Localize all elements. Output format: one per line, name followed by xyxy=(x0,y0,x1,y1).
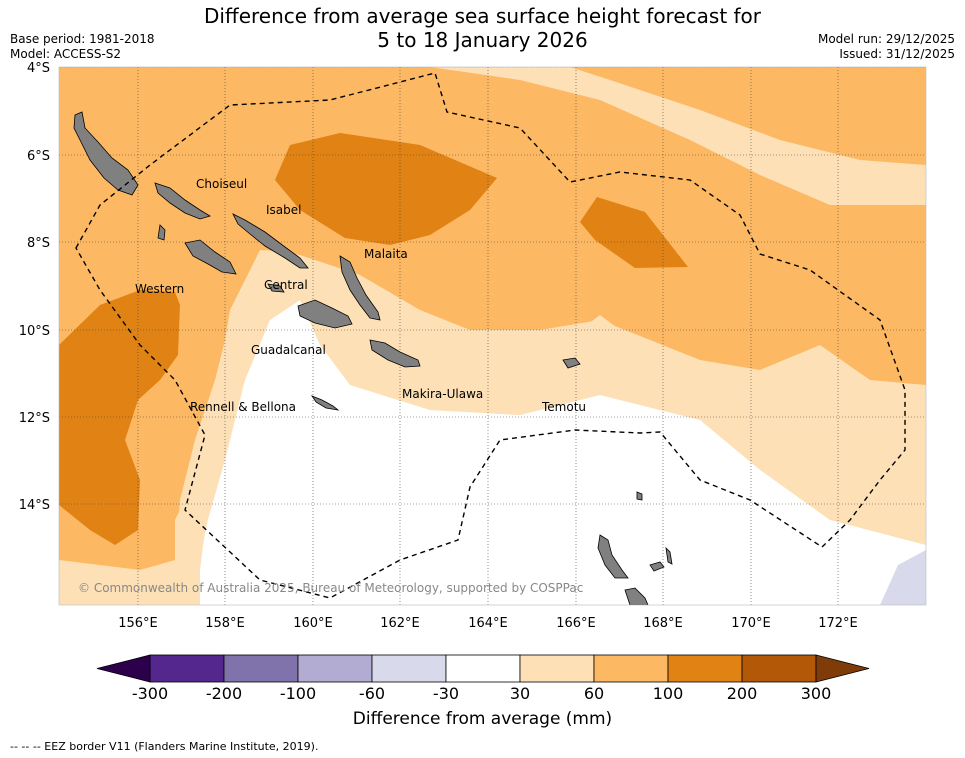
colorbar-segment-8 xyxy=(741,654,817,683)
island-rennell xyxy=(310,395,340,411)
colorbar-ticks: -300 -200 -100 -60 -30 30 60 100 200 300 xyxy=(132,684,831,703)
colorbar-segment-5 xyxy=(519,654,595,683)
field-30-60-central xyxy=(300,280,926,445)
lon-label-164e: 164°E xyxy=(468,616,508,631)
colorbar-tick-label: -200 xyxy=(206,684,242,703)
colorbar-segment-1 xyxy=(223,654,299,683)
region-label-isabel: Isabel xyxy=(266,203,301,217)
region-label-central: Central xyxy=(264,278,308,292)
colorbar-tick-label: 300 xyxy=(801,684,832,703)
island-banks xyxy=(636,491,643,501)
issued-date: Issued: 31/12/2025 xyxy=(839,47,955,61)
lon-label-160e: 160°E xyxy=(293,616,333,631)
graticule xyxy=(59,67,926,605)
region-label-temotu: Temotu xyxy=(541,400,586,414)
island-vella xyxy=(157,224,166,241)
island-bougainville xyxy=(73,111,139,196)
colorbar-segment-6 xyxy=(593,654,669,683)
island-espiritusanto xyxy=(597,534,629,579)
title-line-1: Difference from average sea surface heig… xyxy=(203,4,762,28)
region-label-guadalcanal: Guadalcanal xyxy=(251,343,326,357)
colorbar-tick-label: -100 xyxy=(280,684,316,703)
lat-label-10s: 10°S xyxy=(19,324,50,339)
meta-right: Model run: 29/12/2025 Issued: 31/12/2025 xyxy=(818,32,955,62)
field-60-100-west xyxy=(59,67,926,570)
island-newgeorgia xyxy=(184,239,237,275)
lon-label-170e: 170°E xyxy=(731,616,771,631)
region-label-makira-ulawa: Makira-Ulawa xyxy=(402,387,483,401)
region-label-malaita: Malaita xyxy=(364,247,408,261)
lon-label-172e: 172°E xyxy=(818,616,858,631)
colorbar-segment-0 xyxy=(149,654,225,683)
model-run: Model run: 29/12/2025 xyxy=(817,32,955,46)
island-guadalcanal xyxy=(297,299,353,329)
lon-label-162e: 162°E xyxy=(380,616,420,631)
colorbar-segments xyxy=(149,654,817,683)
colorbar-tick-label: 100 xyxy=(653,684,684,703)
field-30-60-west xyxy=(175,250,330,570)
lat-label-6s: 6°S xyxy=(27,149,50,164)
colorbar: -300 -200 -100 -60 -30 30 60 100 200 300 xyxy=(96,654,870,703)
colorbar-over-arrow xyxy=(815,654,870,683)
colorbar-title: Difference from average (mm) xyxy=(352,709,613,729)
colorbar-tick-label: -300 xyxy=(132,684,168,703)
region-label-rennell-bellona: Rennell & Bellona xyxy=(190,400,296,414)
field-negative-se xyxy=(880,550,926,605)
field-neutral-south xyxy=(200,300,926,605)
lat-label-8s: 8°S xyxy=(27,236,50,251)
meta-left: Base period: 1981-2018 Model: ACCESS-S2 xyxy=(10,32,155,62)
lon-label-158e: 158°E xyxy=(205,616,245,631)
eez-border xyxy=(75,72,906,599)
lat-label-12s: 12°S xyxy=(19,411,50,426)
eez-legend-note: -- -- -- EEZ border V11 (Flanders Marine… xyxy=(10,740,319,753)
colorbar-under-arrow xyxy=(96,654,151,683)
island-malakula xyxy=(624,587,649,605)
title-line-2: 5 to 18 January 2026 xyxy=(377,28,588,52)
island-florida xyxy=(267,283,285,293)
lon-label-156e: 156°E xyxy=(118,616,158,631)
lat-label-14s: 14°S xyxy=(19,498,50,513)
colorbar-segment-4 xyxy=(445,654,521,683)
colorbar-tick-label: 30 xyxy=(510,684,530,703)
island-makira xyxy=(369,339,421,368)
lat-label-4s: 4°S xyxy=(27,61,50,76)
colorbar-segment-2 xyxy=(297,654,373,683)
island-malaita xyxy=(339,255,381,321)
copyright-notice: © Commonwealth of Australia 2025, Bureau… xyxy=(78,581,583,595)
island-pentecost xyxy=(665,546,673,565)
field-100-200-north xyxy=(275,133,497,245)
islands xyxy=(73,111,673,605)
chart-title: Difference from average sea surface heig… xyxy=(0,4,965,52)
model-name: Model: ACCESS-S2 xyxy=(10,47,122,61)
base-period: Base period: 1981-2018 xyxy=(10,32,155,46)
map-frame xyxy=(58,66,927,606)
colorbar-segment-7 xyxy=(667,654,743,683)
island-choiseul xyxy=(154,182,211,220)
lon-label-168e: 168°E xyxy=(643,616,683,631)
island-santacruz xyxy=(562,357,581,369)
region-label-western: Western xyxy=(135,282,184,296)
colorbar-tick-label: 60 xyxy=(584,684,604,703)
island-ambae xyxy=(649,561,665,572)
lon-label-166e: 166°E xyxy=(556,616,596,631)
field-100-200-west xyxy=(59,290,180,545)
colorbar-tick-label: 200 xyxy=(727,684,758,703)
colorbar-tick-label: -30 xyxy=(433,684,459,703)
map: 4°S 6°S 8°S 10°S 12°S 14°S 156°E 158°E 1… xyxy=(19,61,927,631)
field-100-200-east xyxy=(580,197,688,268)
colorbar-tick-label: -60 xyxy=(359,684,385,703)
region-label-choiseul: Choiseul xyxy=(196,177,247,191)
island-isabel xyxy=(232,213,309,269)
colorbar-segment-3 xyxy=(371,654,447,683)
